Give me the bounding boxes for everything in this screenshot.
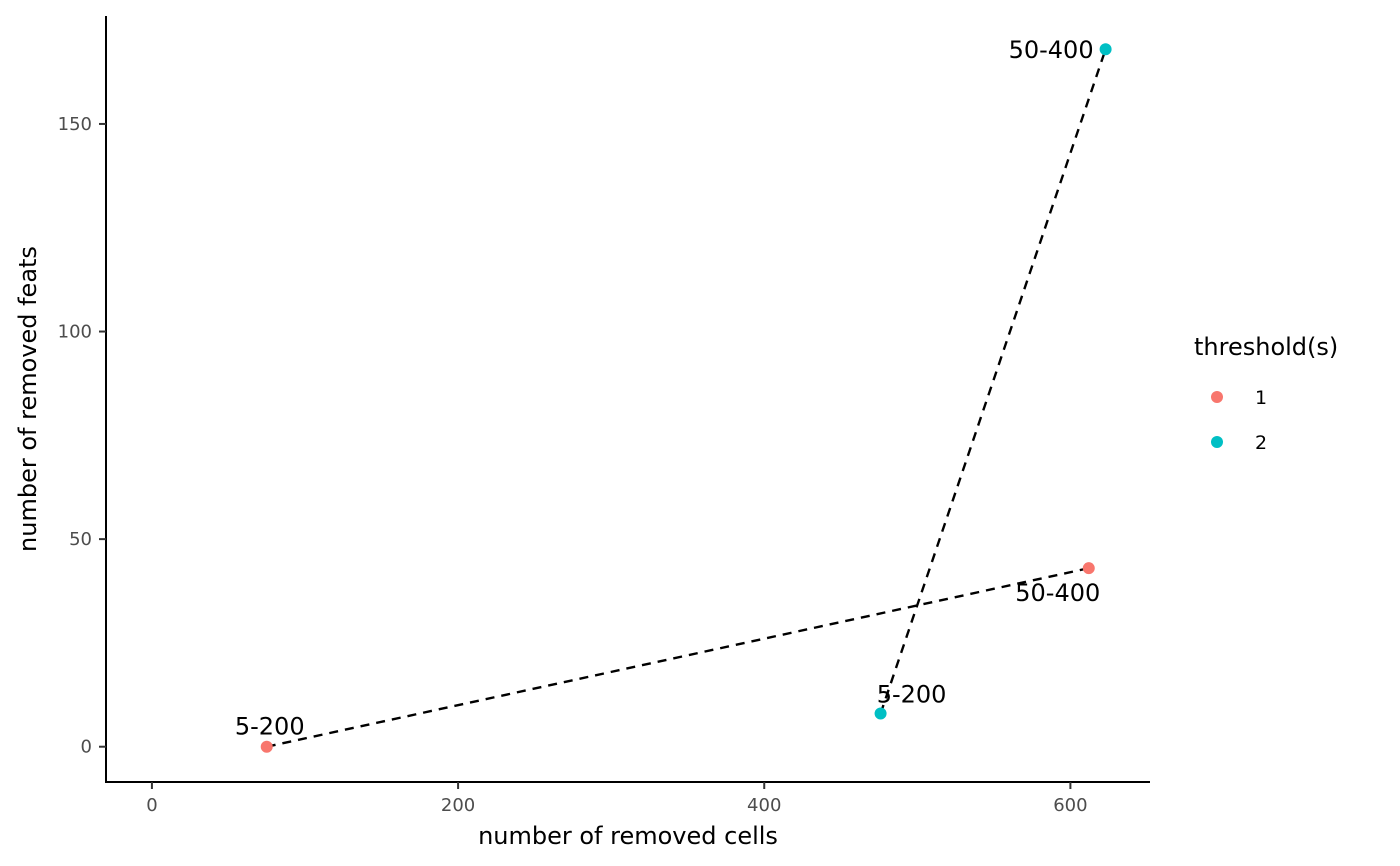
data-point-series-1 [260, 740, 273, 753]
y-tick-label: 0 [81, 737, 92, 758]
point-labels: 5-200 50-400 5-200 50-400 [235, 36, 1100, 740]
y-tick-label: 50 [69, 529, 92, 550]
data-point-series-2 [874, 707, 887, 720]
x-tick-label: 400 [747, 795, 781, 816]
legend-label: 2 [1255, 432, 1267, 454]
x-ticks: 0 200 400 600 [146, 782, 1088, 816]
legend-label: 1 [1255, 387, 1267, 409]
y-axis-title: number of removed feats [14, 246, 42, 552]
point-label: 5-200 [235, 713, 305, 741]
series-line-2 [879, 48, 1107, 714]
legend: threshold(s) 12 [1194, 333, 1338, 454]
y-tick-label: 150 [58, 114, 92, 135]
data-point-series-1 [1082, 562, 1095, 575]
data-point-series-2 [1099, 43, 1112, 56]
x-axis-title: number of removed cells [478, 822, 778, 850]
point-label: 5-200 [877, 680, 947, 708]
series-points [260, 43, 1112, 753]
legend-key-2 [1211, 436, 1223, 448]
y-ticks: 0 50 100 150 [58, 114, 106, 758]
legend-key-1 [1211, 391, 1223, 403]
legend-title: threshold(s) [1194, 333, 1338, 361]
point-label: 50-400 [1009, 36, 1094, 64]
series-lines [266, 48, 1107, 748]
x-tick-label: 200 [441, 795, 475, 816]
x-tick-label: 600 [1053, 795, 1087, 816]
x-tick-label: 0 [146, 795, 157, 816]
legend-items: 12 [1211, 387, 1267, 454]
point-label: 50-400 [1015, 579, 1100, 607]
y-tick-label: 100 [58, 322, 92, 343]
series-line-1 [266, 567, 1090, 748]
axes [105, 16, 1150, 783]
